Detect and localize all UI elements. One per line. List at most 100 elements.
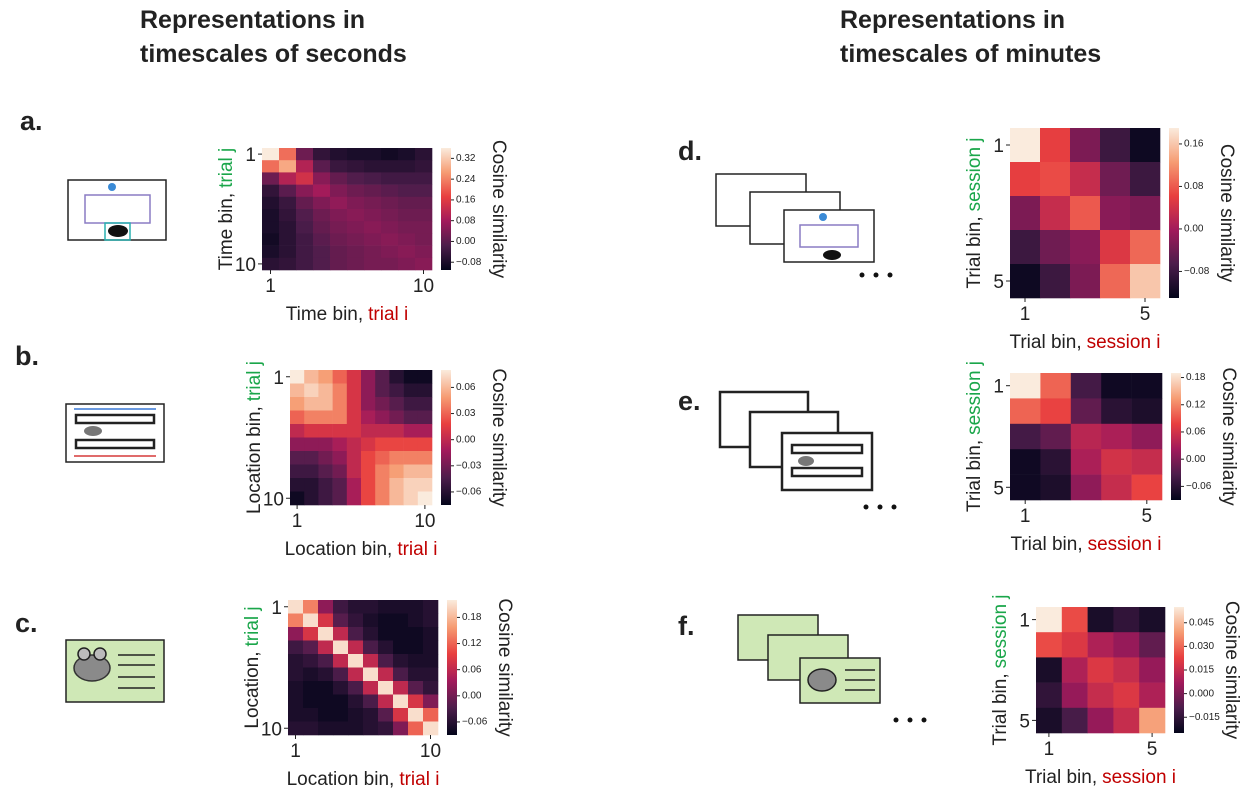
- heatmap-cell: [393, 668, 408, 682]
- heatmap-cell: [364, 172, 381, 185]
- heatmap-cell: [418, 370, 433, 384]
- heatmap-cell: [279, 160, 296, 173]
- heatmap-cell: [333, 668, 348, 682]
- heatmap-cell: [313, 148, 330, 161]
- heatmap-cell: [318, 478, 333, 492]
- heatmap-cell: [363, 668, 378, 682]
- heatmap-cell: [333, 708, 348, 722]
- x-axis-label-part: Location bin,: [287, 769, 395, 790]
- heatmap-cell: [1040, 196, 1070, 230]
- heatmap-cell: [361, 492, 376, 506]
- heatmap-cell: [348, 708, 363, 722]
- x-axis-label-part: Trial bin,: [1025, 767, 1097, 788]
- heatmap-cell: [333, 397, 348, 411]
- heatmap-cell: [361, 438, 376, 452]
- heatmap-cell: [408, 668, 423, 682]
- heatmap-cell: [318, 641, 333, 655]
- heatmap-cell: [279, 148, 296, 161]
- y-tick-label: 10: [263, 489, 284, 510]
- heatmap-cell: [1088, 657, 1114, 683]
- heatmap-cell: [304, 397, 319, 411]
- colorbar-label: Cosine similarity: [494, 598, 515, 737]
- heatmap-cell: [375, 492, 390, 506]
- colorbar-tick-label: 0.24: [456, 174, 476, 185]
- heatmap-cell: [1010, 475, 1041, 501]
- heatmap-cell: [408, 600, 423, 614]
- heatmap-cell: [279, 209, 296, 222]
- heatmap-cell: [423, 600, 438, 614]
- heatmap-cell: [408, 722, 423, 736]
- x-axis-label: Trial bin,session i: [1010, 534, 1161, 555]
- heatmap-cell: [1070, 230, 1100, 264]
- heatmap-cell: [318, 654, 333, 668]
- heatmap-cell: [364, 160, 381, 173]
- heatmap-cell: [363, 654, 378, 668]
- colorbar-tick-label: 0.08: [1184, 181, 1204, 192]
- heatmap-cell: [404, 397, 419, 411]
- y-axis-label-part: trial j: [244, 361, 265, 401]
- heatmap-cell: [378, 695, 393, 709]
- x-tick-label: 1: [292, 511, 303, 532]
- heatmap-cell: [347, 197, 364, 210]
- heatmap-cell: [290, 478, 305, 492]
- x-tick-label: 5: [1147, 739, 1158, 760]
- x-axis-label-part: trial i: [397, 539, 437, 560]
- heatmap-cell: [318, 438, 333, 452]
- heatmap-cell: [318, 492, 333, 506]
- heatmap-cell: [290, 411, 305, 425]
- colorbar-tick-label: −0.06: [1186, 481, 1212, 492]
- heatmap-cell: [375, 384, 390, 398]
- heatmap-cell: [296, 185, 313, 198]
- y-axis-label-part: Location,: [242, 652, 263, 729]
- heatmap-cell: [393, 722, 408, 736]
- heatmap-cell: [288, 695, 303, 709]
- heatmap-cell: [304, 492, 319, 506]
- heatmap-cell: [348, 695, 363, 709]
- heatmap-cell: [313, 258, 330, 271]
- heatmap-cell: [418, 492, 433, 506]
- heatmap-cell: [1130, 230, 1160, 264]
- heatmap-cell: [393, 641, 408, 655]
- heatmap-cell: [1062, 708, 1088, 734]
- heatmap-cell: [304, 384, 319, 398]
- colorbar-label: Cosine similarity: [1221, 601, 1242, 740]
- heatmap-cell: [347, 209, 364, 222]
- heatmap-cell: [313, 246, 330, 259]
- heatmap-cell: [290, 438, 305, 452]
- heatmap-cell: [1071, 424, 1102, 450]
- heatmap-cell: [279, 233, 296, 246]
- heatmap-cell: [313, 197, 330, 210]
- heatmap-cell: [288, 722, 303, 736]
- heatmap-cell: [1132, 449, 1163, 475]
- y-tick-label: 1: [993, 377, 1004, 398]
- heatmap-cell: [347, 451, 362, 465]
- heatmap-cell: [304, 370, 319, 384]
- heatmap-cell: [404, 370, 419, 384]
- heatmap-cell: [393, 654, 408, 668]
- x-axis-label-part: Trial bin,: [1010, 534, 1082, 555]
- heatmap-cell: [347, 160, 364, 173]
- heatmap-cell: [262, 197, 279, 210]
- heatmap-cell: [296, 148, 313, 161]
- heatmap-cell: [404, 451, 419, 465]
- y-axis-label: Location bin,trial j: [244, 361, 265, 514]
- heatmap-cell: [381, 185, 398, 198]
- heatmap-cell: [398, 258, 415, 271]
- y-tick-label: 10: [261, 719, 282, 740]
- heatmap-cell: [347, 172, 364, 185]
- header: Representations in: [140, 6, 365, 34]
- heatmap-cell: [288, 614, 303, 628]
- heatmap-cell: [1132, 373, 1163, 399]
- colorbar-tick-label: −0.06: [456, 487, 482, 498]
- heatmap-cell: [1139, 607, 1165, 633]
- heatmap-cell: [1132, 424, 1163, 450]
- heatmap-cell: [1132, 475, 1163, 501]
- y-tick-label: 1: [273, 368, 284, 389]
- heatmap-cell: [296, 172, 313, 185]
- heatmap-cell: [364, 209, 381, 222]
- heatmap-cell: [404, 438, 419, 452]
- heatmap-cell: [1130, 264, 1160, 298]
- x-tick-label: 10: [413, 276, 434, 297]
- heatmap-cell: [381, 246, 398, 259]
- colorbar-tick-label: 0.18: [462, 612, 482, 623]
